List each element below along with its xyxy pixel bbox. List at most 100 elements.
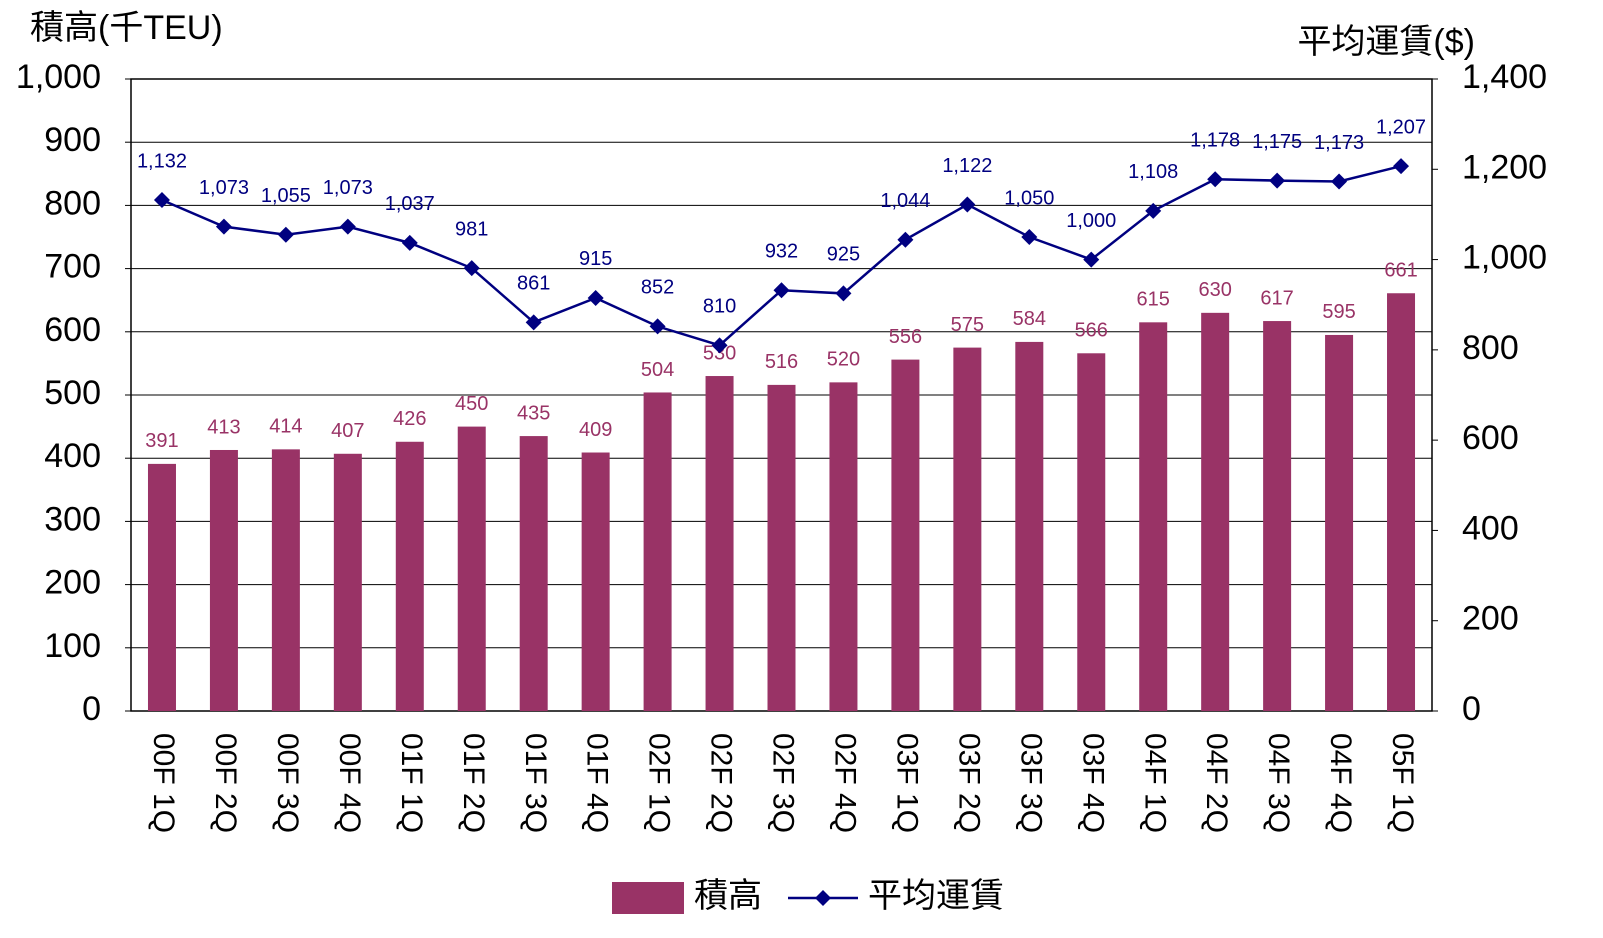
bar-value-label: 426 [393, 408, 426, 430]
y2-tick-label: 600 [1462, 419, 1519, 457]
line-value-label: 1,122 [942, 155, 992, 177]
line-value-label: 932 [765, 241, 798, 263]
line-marker [1393, 158, 1410, 175]
y-tick-label: 500 [44, 374, 101, 412]
x-tick-label: 04F 4Q [1324, 733, 1357, 833]
line-value-label: 852 [641, 277, 674, 299]
bar-value-label: 450 [455, 393, 488, 415]
bar [1015, 341, 1044, 711]
y2-tick-label: 800 [1462, 329, 1519, 367]
x-tick-label: 02F 4Q [829, 733, 862, 833]
bar [767, 384, 796, 711]
line-marker [1083, 251, 1100, 268]
y2-axis-title: 平均運賃($) [1297, 23, 1475, 61]
bar-value-label: 413 [207, 416, 240, 438]
line-value-label: 861 [517, 273, 550, 295]
bar-value-label: 414 [269, 416, 302, 438]
bar-value-label: 409 [579, 419, 612, 441]
bar [1077, 353, 1106, 711]
line-marker [463, 260, 480, 277]
y-tick-label: 400 [44, 437, 101, 475]
bar-value-label: 617 [1260, 287, 1293, 309]
x-tick-label: 03F 4Q [1076, 733, 1109, 833]
y-tick-label: 0 [82, 690, 101, 728]
y-tick-label: 300 [44, 500, 101, 538]
line-value-label: 1,108 [1128, 161, 1178, 183]
line-marker [835, 285, 852, 302]
bar-value-label: 520 [827, 349, 860, 371]
x-tick-label: 01F 1Q [395, 733, 428, 833]
bar-value-label: 504 [641, 359, 674, 381]
line-value-label: 1,044 [880, 190, 930, 212]
line-marker [1207, 171, 1224, 188]
bar [457, 426, 486, 711]
x-tick-label: 01F 2Q [457, 733, 490, 833]
bar-value-label: 435 [517, 402, 550, 424]
y2-tick-label: 1,400 [1462, 58, 1547, 96]
y-tick-label: 800 [44, 184, 101, 222]
line-marker [1145, 202, 1162, 219]
x-tick-label: 04F 3Q [1262, 733, 1295, 833]
line-value-label: 1,073 [323, 177, 373, 199]
line-marker [401, 234, 418, 251]
bar [953, 347, 982, 711]
line-marker [587, 289, 604, 306]
y-tick-label: 600 [44, 311, 101, 349]
y2-tick-label: 1,200 [1462, 148, 1547, 186]
bar [147, 463, 176, 711]
x-tick-label: 03F 1Q [890, 733, 923, 833]
y-tick-label: 200 [44, 564, 101, 602]
line-marker [649, 318, 666, 335]
line-value-label: 1,175 [1252, 131, 1302, 153]
bar [1325, 334, 1354, 711]
bar [1201, 312, 1230, 711]
bar [643, 392, 672, 711]
line-marker [773, 282, 790, 299]
bar-value-label: 407 [331, 420, 364, 442]
bar [519, 436, 548, 711]
line-value-label: 1,173 [1314, 132, 1364, 154]
line-marker [897, 231, 914, 248]
line-marker [277, 226, 294, 243]
legend-marker [815, 890, 831, 906]
line-marker [525, 314, 542, 331]
y2-tick-label: 0 [1462, 690, 1481, 728]
line-marker [339, 218, 356, 235]
bar [581, 452, 610, 711]
bar-value-label: 595 [1322, 301, 1355, 323]
line-marker [959, 196, 976, 213]
bar [209, 449, 238, 711]
bar [333, 453, 362, 711]
x-tick-label: 04F 1Q [1138, 733, 1171, 833]
x-tick-label: 03F 2Q [952, 733, 985, 833]
y-tick-label: 700 [44, 248, 101, 286]
line-value-label: 810 [703, 296, 736, 318]
bar-value-label: 575 [951, 314, 984, 336]
line-value-label: 1,055 [261, 185, 311, 207]
line-value-label: 1,207 [1376, 116, 1426, 138]
line-marker [711, 337, 728, 354]
x-tick-label: 00F 3Q [271, 733, 304, 833]
x-tick-label: 00F 2Q [209, 733, 242, 833]
line-value-label: 1,050 [1004, 187, 1054, 209]
line-marker [1269, 172, 1286, 189]
x-tick-label: 04F 2Q [1200, 733, 1233, 833]
line-value-label: 1,178 [1190, 129, 1240, 151]
y-axis-title: 積高(千TEU) [30, 9, 223, 47]
y2-tick-label: 200 [1462, 600, 1519, 638]
line-value-label: 981 [455, 218, 488, 240]
line-marker [1331, 173, 1348, 190]
bar-value-label: 630 [1198, 279, 1231, 301]
bar-value-label: 556 [889, 326, 922, 348]
bar-value-label: 391 [145, 430, 178, 452]
line-value-label: 1,000 [1066, 210, 1116, 232]
bar [1139, 322, 1168, 711]
bar [1263, 321, 1292, 711]
line-value-label: 1,132 [137, 150, 187, 172]
y2-tick-label: 400 [1462, 509, 1519, 547]
x-tick-label: 00F 4Q [333, 733, 366, 833]
legend-label: 平均運賃 [868, 877, 1004, 915]
y-tick-label: 900 [44, 121, 101, 159]
line-value-label: 1,037 [385, 193, 435, 215]
